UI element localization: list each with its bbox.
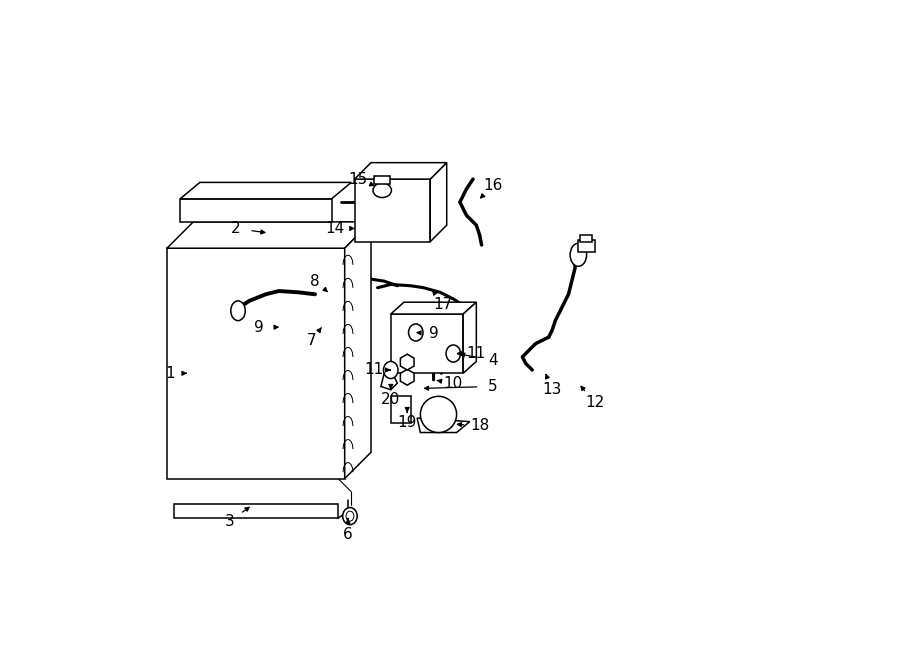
Text: 14: 14 <box>325 221 345 236</box>
Text: 9: 9 <box>254 320 264 334</box>
Ellipse shape <box>343 508 357 525</box>
Text: 5: 5 <box>488 379 498 394</box>
Text: 20: 20 <box>381 392 400 407</box>
Text: 2: 2 <box>231 221 241 236</box>
Text: 15: 15 <box>348 172 367 186</box>
Text: 6: 6 <box>343 527 353 542</box>
Text: 9: 9 <box>428 327 438 341</box>
Polygon shape <box>167 222 371 249</box>
Text: 4: 4 <box>488 352 498 368</box>
Text: 8: 8 <box>310 274 320 289</box>
Bar <box>391 314 464 373</box>
Ellipse shape <box>230 301 246 321</box>
Polygon shape <box>180 182 351 199</box>
Text: 7: 7 <box>307 333 317 348</box>
Polygon shape <box>430 163 446 242</box>
Ellipse shape <box>420 397 456 432</box>
Polygon shape <box>391 302 476 314</box>
Bar <box>580 235 592 242</box>
Text: 18: 18 <box>470 418 490 434</box>
Ellipse shape <box>346 511 354 521</box>
Text: 16: 16 <box>483 178 502 193</box>
Bar <box>355 179 430 242</box>
Text: 11: 11 <box>364 362 384 377</box>
Bar <box>579 240 595 252</box>
Text: 11: 11 <box>467 346 486 361</box>
Ellipse shape <box>383 362 398 379</box>
Text: 19: 19 <box>398 415 417 430</box>
Ellipse shape <box>409 324 423 341</box>
Text: 13: 13 <box>543 382 562 397</box>
Ellipse shape <box>446 345 461 362</box>
Text: 1: 1 <box>166 366 176 381</box>
Text: 10: 10 <box>444 375 463 391</box>
Ellipse shape <box>570 243 587 266</box>
Bar <box>174 504 338 518</box>
Bar <box>374 176 390 184</box>
Polygon shape <box>464 302 476 373</box>
Text: 3: 3 <box>225 514 234 529</box>
Text: 17: 17 <box>434 297 453 312</box>
Bar <box>391 397 410 422</box>
Polygon shape <box>417 418 470 432</box>
Text: 12: 12 <box>585 395 605 410</box>
Polygon shape <box>355 163 446 179</box>
Ellipse shape <box>373 183 392 198</box>
Bar <box>180 199 331 222</box>
Polygon shape <box>381 373 397 390</box>
Polygon shape <box>345 222 371 479</box>
Bar <box>167 249 345 479</box>
